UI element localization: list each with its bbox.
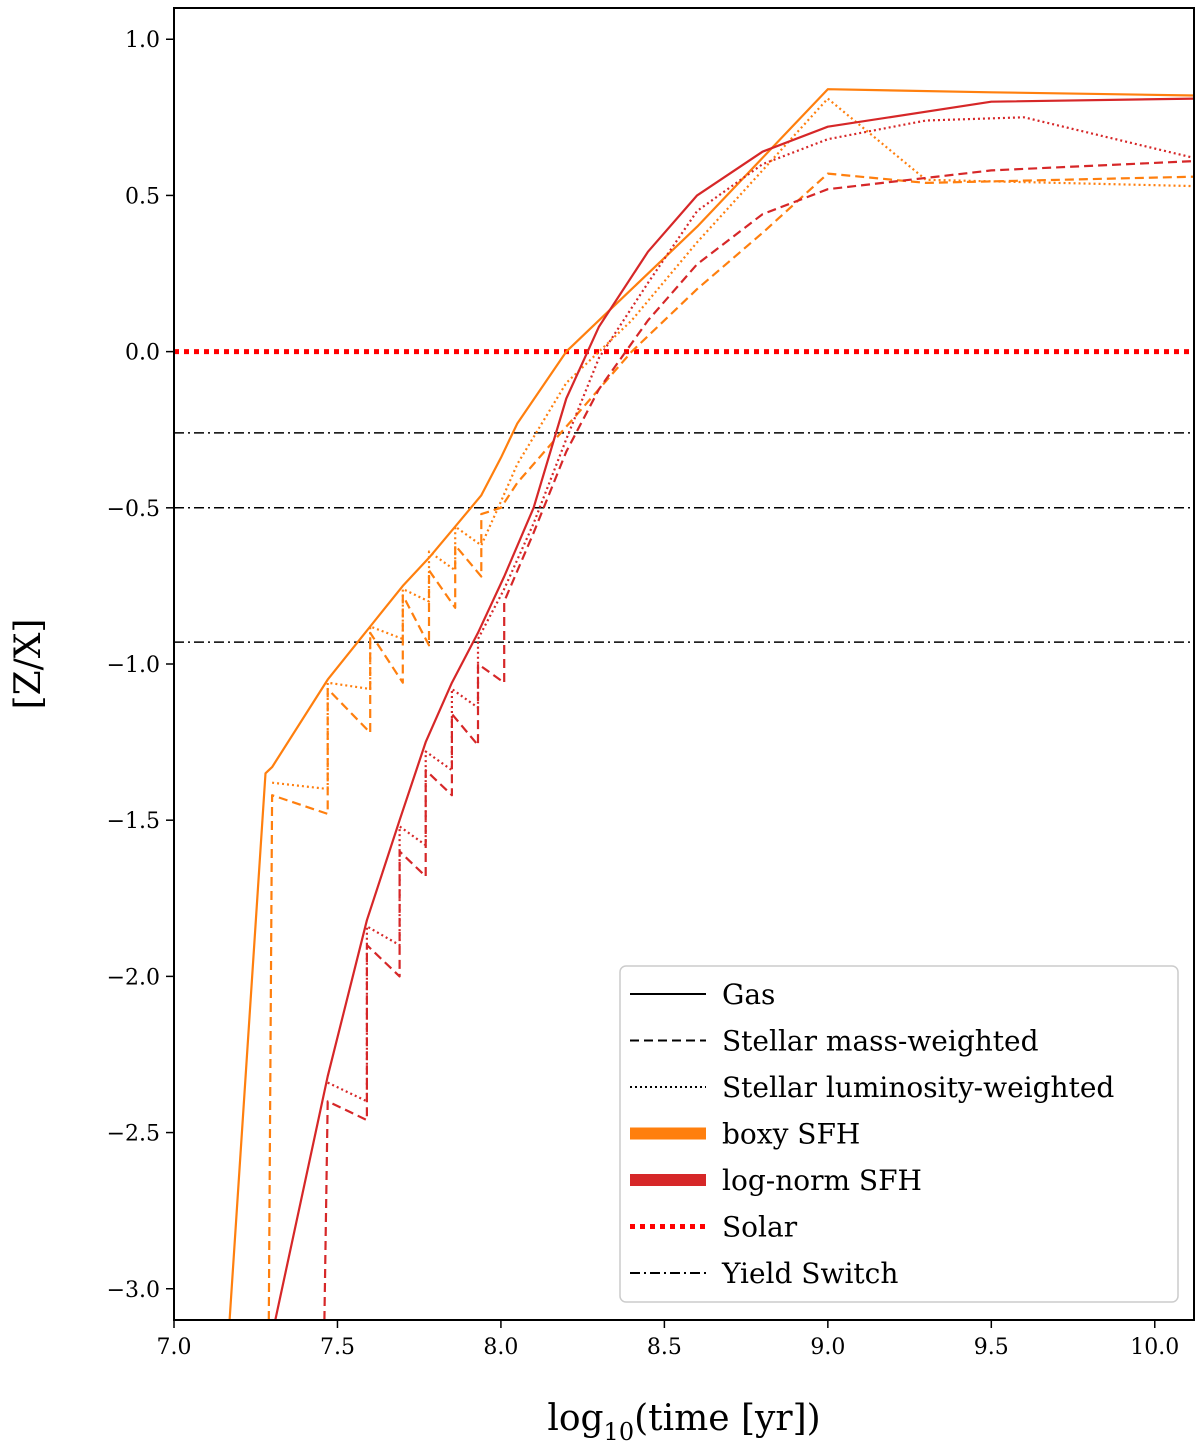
x-tick-label: 7.0 [157,1335,192,1360]
y-tick-label: 0.0 [125,341,160,366]
legend-label: Solar [722,1211,798,1244]
legend-box [619,965,1179,1303]
data-series [228,88,1194,1320]
reference-lines [174,349,1194,643]
legend-label: log-norm SFH [722,1164,922,1197]
x-tick-label: 7.5 [320,1335,355,1360]
legend-label: Yield Switch [721,1257,898,1290]
legend-label: Stellar luminosity-weighted [722,1071,1114,1104]
y-tick-label: −0.5 [107,497,160,522]
series-line [271,97,1194,791]
series-line [267,172,1194,1320]
x-axis: 7.0 7.5 8.0 8.5 9.0 9.5 10.0 [157,1320,1179,1360]
y-axis-label: [Z/X] [8,619,49,710]
x-tick-label: 8.0 [483,1335,518,1360]
x-axis-label: log10(time [yr]) [547,1398,820,1446]
y-tick-label: −1.0 [107,653,160,678]
y-tick-label: 1.0 [125,28,160,53]
series-line [327,116,1194,1103]
legend-label: Stellar mass-weighted [722,1025,1039,1058]
legend-label: boxy SFH [722,1118,860,1151]
y-axis: 1.0 0.5 0.0 −0.5 −1.0 −1.5 −2.0 −2.5 −3.0 [107,28,174,1303]
y-tick-label: −3.0 [107,1278,160,1303]
x-tick-label: 9.0 [810,1335,845,1360]
series-line [323,160,1194,1320]
x-tick-label: 8.5 [647,1335,682,1360]
x-tick-label: 10.0 [1130,1335,1179,1360]
legend: Gas Stellar mass-weighted Stellar luminosi… [619,965,1179,1303]
y-tick-label: −2.0 [107,965,160,990]
y-tick-label: −1.5 [107,809,160,834]
series-line [274,97,1194,1320]
legend-label: Gas [722,978,775,1011]
y-tick-label: −2.5 [107,1122,160,1147]
y-tick-label: 0.5 [125,184,160,209]
x-tick-label: 9.5 [974,1335,1009,1360]
